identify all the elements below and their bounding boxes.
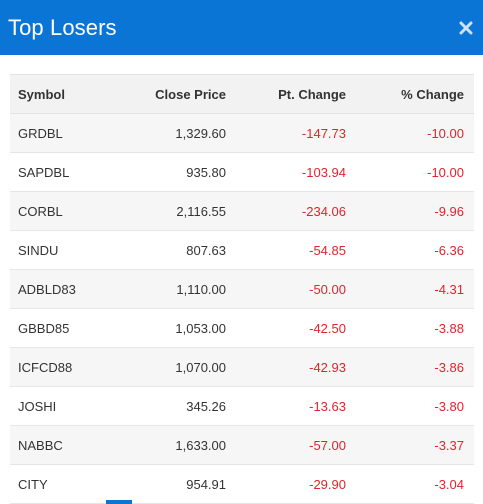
cell-symbol[interactable]: SAPDBL	[10, 152, 110, 192]
cell-close-price: 345.26	[110, 386, 226, 426]
cell-symbol[interactable]: ADBLD83	[10, 269, 110, 309]
cell-close-price: 2,116.55	[110, 191, 226, 231]
table-header-row: Symbol Close Price Pt. Change % Change	[10, 75, 474, 114]
table-row[interactable]: SINDU 807.63 -54.85 -6.36	[10, 230, 474, 270]
cell-pt-change: -42.50	[226, 308, 346, 348]
cell-close-price: 954.91	[110, 464, 226, 504]
cell-close-price: 1,329.60	[110, 113, 226, 153]
cell-close-price: 935.80	[110, 152, 226, 192]
cell-symbol[interactable]: CITY	[10, 464, 110, 504]
cell-pct-change: -3.80	[346, 386, 474, 426]
cell-pt-change: -57.00	[226, 425, 346, 465]
cell-symbol[interactable]: CORBL	[10, 191, 110, 231]
cell-pct-change: -10.00	[346, 152, 474, 192]
cell-symbol[interactable]: JOSHI	[10, 386, 110, 426]
table-row[interactable]: CITY 954.91 -29.90 -3.04	[10, 464, 474, 504]
top-losers-table-container[interactable]: Symbol Close Price Pt. Change % Change G…	[10, 74, 474, 504]
table-row[interactable]: NABBC 1,633.00 -57.00 -3.37	[10, 425, 474, 465]
cell-pt-change: -29.90	[226, 464, 346, 504]
cell-pct-change: -4.31	[346, 269, 474, 309]
cell-pt-change: -147.73	[226, 113, 346, 153]
column-header-pt-change[interactable]: Pt. Change	[226, 75, 346, 114]
table-row[interactable]: GRDBL 1,329.60 -147.73 -10.00	[10, 113, 474, 153]
top-losers-table: Symbol Close Price Pt. Change % Change G…	[10, 75, 474, 504]
table-row[interactable]: CORBL 2,116.55 -234.06 -9.96	[10, 191, 474, 231]
cell-pct-change: -9.96	[346, 191, 474, 231]
cell-close-price: 1,633.00	[110, 425, 226, 465]
cell-pt-change: -54.85	[226, 230, 346, 270]
cell-close-price: 1,053.00	[110, 308, 226, 348]
cell-close-price: 1,110.00	[110, 269, 226, 309]
cell-symbol[interactable]: NABBC	[10, 425, 110, 465]
cell-symbol[interactable]: GBBD85	[10, 308, 110, 348]
cell-pt-change: -13.63	[226, 386, 346, 426]
cell-pt-change: -42.93	[226, 347, 346, 387]
column-header-symbol[interactable]: Symbol	[10, 75, 110, 114]
close-x-icon	[459, 21, 473, 34]
table-row[interactable]: SAPDBL 935.80 -103.94 -10.00	[10, 152, 474, 192]
column-header-pct-change[interactable]: % Change	[346, 75, 474, 114]
cell-pct-change: -3.37	[346, 425, 474, 465]
cell-pct-change: -3.04	[346, 464, 474, 504]
modal-header: Top Losers	[0, 0, 483, 55]
cell-pct-change: -3.86	[346, 347, 474, 387]
scrollbar-thumb[interactable]	[106, 500, 132, 504]
modal-title: Top Losers	[8, 14, 117, 40]
cell-pt-change: -103.94	[226, 152, 346, 192]
table-row[interactable]: ICFCD88 1,070.00 -42.93 -3.86	[10, 347, 474, 387]
cell-symbol[interactable]: ICFCD88	[10, 347, 110, 387]
cell-symbol[interactable]: SINDU	[10, 230, 110, 270]
cell-pt-change: -50.00	[226, 269, 346, 309]
cell-close-price: 807.63	[110, 230, 226, 270]
cell-pt-change: -234.06	[226, 191, 346, 231]
table-row[interactable]: JOSHI 345.26 -13.63 -3.80	[10, 386, 474, 426]
cell-pct-change: -6.36	[346, 230, 474, 270]
cell-close-price: 1,070.00	[110, 347, 226, 387]
cell-symbol[interactable]: GRDBL	[10, 113, 110, 153]
cell-pct-change: -10.00	[346, 113, 474, 153]
column-header-close-price[interactable]: Close Price	[110, 75, 226, 114]
close-button[interactable]	[449, 0, 483, 55]
table-row[interactable]: ADBLD83 1,110.00 -50.00 -4.31	[10, 269, 474, 309]
table-row[interactable]: GBBD85 1,053.00 -42.50 -3.88	[10, 308, 474, 348]
cell-pct-change: -3.88	[346, 308, 474, 348]
